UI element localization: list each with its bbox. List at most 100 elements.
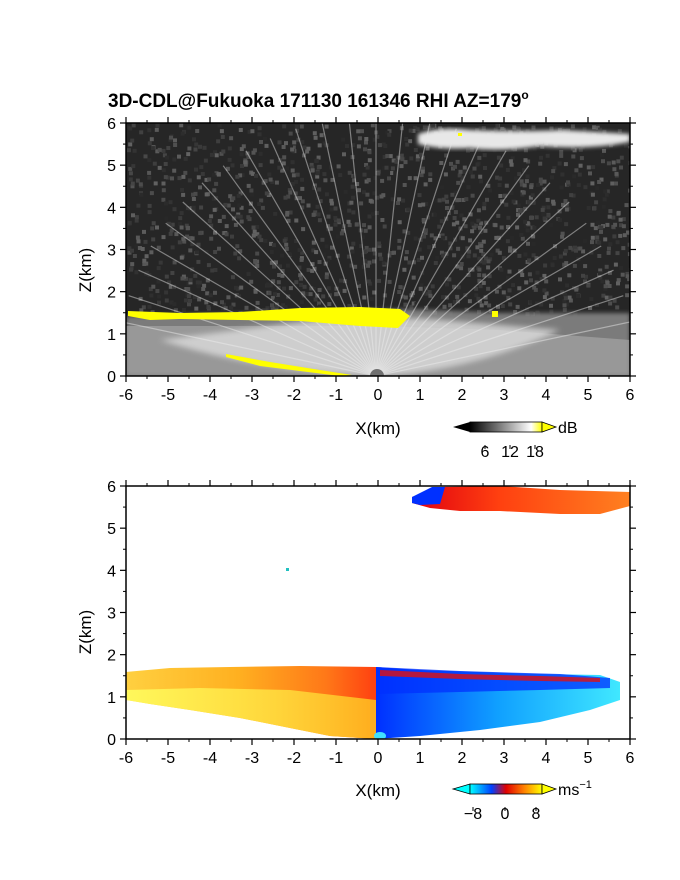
noise-pixel: [343, 279, 347, 284]
noise-pixel: [523, 206, 528, 211]
noise-pixel: [233, 222, 238, 227]
noise-pixel: [239, 219, 244, 224]
noise-pixel: [156, 266, 161, 271]
noise-pixel: [267, 291, 272, 296]
noise-pixel: [324, 275, 329, 280]
noise-pixel: [362, 223, 366, 228]
x-tick-label: 2: [458, 387, 467, 404]
x-tick-label: 3: [500, 387, 509, 404]
noise-pixel: [523, 148, 528, 153]
noise-pixel: [366, 178, 371, 183]
noise-pixel: [511, 199, 516, 204]
noise-pixel: [534, 301, 539, 306]
noise-pixel: [236, 294, 241, 299]
noise-pixel: [205, 291, 210, 296]
noise-pixel: [367, 260, 372, 265]
noise-pixel: [149, 191, 154, 196]
noise-pixel: [131, 213, 135, 218]
colorbar-left-arrow: [453, 422, 470, 432]
noise-pixel: [421, 166, 425, 171]
noise-pixel: [247, 129, 252, 134]
noise-pixel: [539, 277, 544, 282]
radial-streak: [375, 138, 483, 376]
noise-pixel: [190, 236, 195, 241]
noise-pixel: [486, 259, 491, 264]
noise-pixel: [327, 255, 332, 260]
noise-pixel: [420, 255, 424, 260]
noise-pixel: [598, 275, 603, 280]
noise-pixel: [155, 123, 160, 128]
noise-pixel: [188, 248, 193, 253]
noise-pixel: [527, 272, 532, 277]
noise-pixel: [264, 143, 269, 148]
x-tick-label: 4: [542, 750, 551, 767]
noise-pixel: [168, 200, 173, 205]
noise-pixel: [185, 225, 190, 230]
noise-pixel: [542, 288, 547, 293]
noise-pixel: [624, 203, 629, 208]
noise-pixel: [524, 179, 529, 184]
noise-pixel: [578, 246, 583, 251]
noise-pixel: [568, 298, 573, 303]
noise-pixel: [502, 193, 507, 198]
noise-pixel: [252, 229, 257, 234]
noise-pixel: [257, 234, 262, 239]
noise-pixel: [188, 280, 193, 285]
noise-pixel: [437, 224, 442, 229]
noise-pixel: [255, 306, 260, 311]
noise-pixel: [625, 271, 630, 276]
noise-pixel: [336, 289, 341, 294]
noise-pixel: [519, 182, 524, 187]
noise-pixel: [424, 291, 429, 296]
noise-pixel: [161, 235, 166, 240]
noise-pixel: [590, 235, 595, 240]
noise-pixel: [151, 284, 156, 289]
noise-pixel: [317, 288, 322, 292]
noise-pixel: [444, 194, 449, 199]
noise-pixel: [251, 225, 256, 230]
noise-pixel: [283, 195, 288, 200]
noise-pixel: [472, 225, 477, 230]
noise-pixel: [265, 282, 270, 287]
noise-pixel: [496, 213, 501, 218]
noise-pixel: [356, 283, 361, 288]
noise-pixel: [241, 144, 246, 149]
noise-pixel: [625, 284, 630, 289]
noise-pixel: [164, 274, 169, 279]
noise-pixel: [233, 285, 238, 290]
noise-pixel: [310, 268, 315, 273]
noise-pixel: [177, 154, 181, 159]
noise-pixel: [323, 178, 328, 183]
noise-pixel: [268, 283, 273, 288]
noise-pixel: [329, 198, 334, 203]
colorbar-tick-label: 18: [526, 444, 544, 461]
noise-pixel: [590, 240, 594, 245]
noise-pixel: [363, 228, 368, 233]
noise-pixel: [311, 212, 316, 217]
noise-pixel: [515, 304, 520, 309]
noise-pixel: [237, 203, 242, 208]
noise-pixel: [280, 273, 285, 278]
noise-pixel: [418, 286, 423, 291]
noise-pixel: [603, 284, 608, 289]
noise-pixel: [472, 166, 477, 171]
noise-pixel: [231, 207, 235, 212]
noise-pixel: [274, 180, 279, 185]
noise-pixel: [551, 201, 556, 206]
noise-pixel: [500, 304, 505, 309]
noise-pixel: [505, 275, 510, 280]
noise-pixel: [559, 185, 564, 190]
radial-streak: [321, 123, 377, 376]
noise-pixel: [452, 253, 457, 258]
noise-pixel: [482, 260, 487, 265]
noise-pixel: [239, 205, 244, 210]
noise-pixel: [370, 212, 375, 217]
noise-pixel: [380, 218, 385, 222]
noise-pixel: [445, 206, 449, 210]
noise-pixel: [421, 291, 426, 295]
noise-pixel: [231, 302, 236, 307]
noise-pixel: [228, 194, 233, 199]
noise-pixel: [184, 223, 189, 228]
noise-pixel: [447, 125, 452, 130]
noise-pixel: [488, 308, 493, 313]
